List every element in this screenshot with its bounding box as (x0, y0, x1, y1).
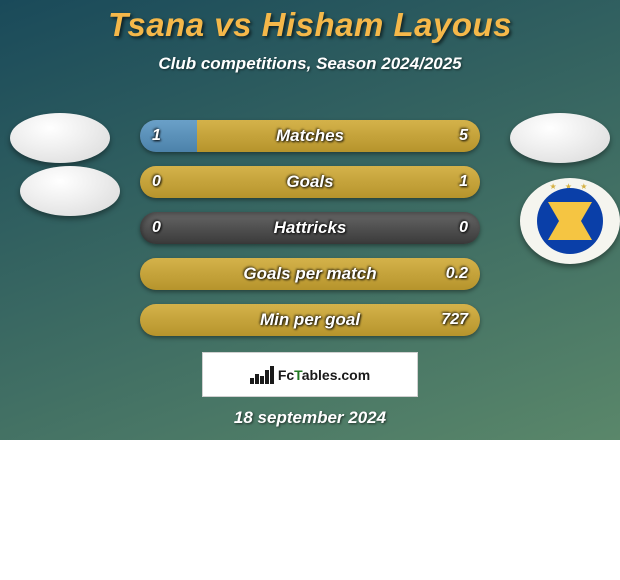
stat-row: 727Min per goal (140, 304, 480, 336)
stat-row: 01Goals (140, 166, 480, 198)
stat-row: 15Matches (140, 120, 480, 152)
stat-label: Goals per match (140, 258, 480, 290)
player2-club-crest-icon: ★ ★ ★ (520, 178, 620, 264)
stat-label: Min per goal (140, 304, 480, 336)
stats-bars: 15Matches 01Goals 00Hattricks 0.2Goals per … (140, 120, 480, 350)
stat-label: Matches (140, 120, 480, 152)
stat-label: Goals (140, 166, 480, 198)
stat-row: 0.2Goals per match (140, 258, 480, 290)
stat-row: 00Hattricks (140, 212, 480, 244)
bar-chart-icon (250, 366, 272, 384)
comparison-infographic: Tsana vs Hisham Layous Club competitions… (0, 0, 620, 580)
brand-text: FcTables.com (278, 367, 370, 383)
brand-badge: FcTables.com (202, 352, 418, 397)
date-text: 18 september 2024 (0, 408, 620, 428)
top-panel: Tsana vs Hisham Layous Club competitions… (0, 0, 620, 440)
page-title: Tsana vs Hisham Layous (0, 0, 620, 44)
player1-club-badge-icon (20, 166, 120, 216)
player2-badge-icon (510, 113, 610, 163)
subtitle: Club competitions, Season 2024/2025 (0, 54, 620, 74)
player1-badge-icon (10, 113, 110, 163)
stat-label: Hattricks (140, 212, 480, 244)
bottom-panel (0, 440, 620, 580)
